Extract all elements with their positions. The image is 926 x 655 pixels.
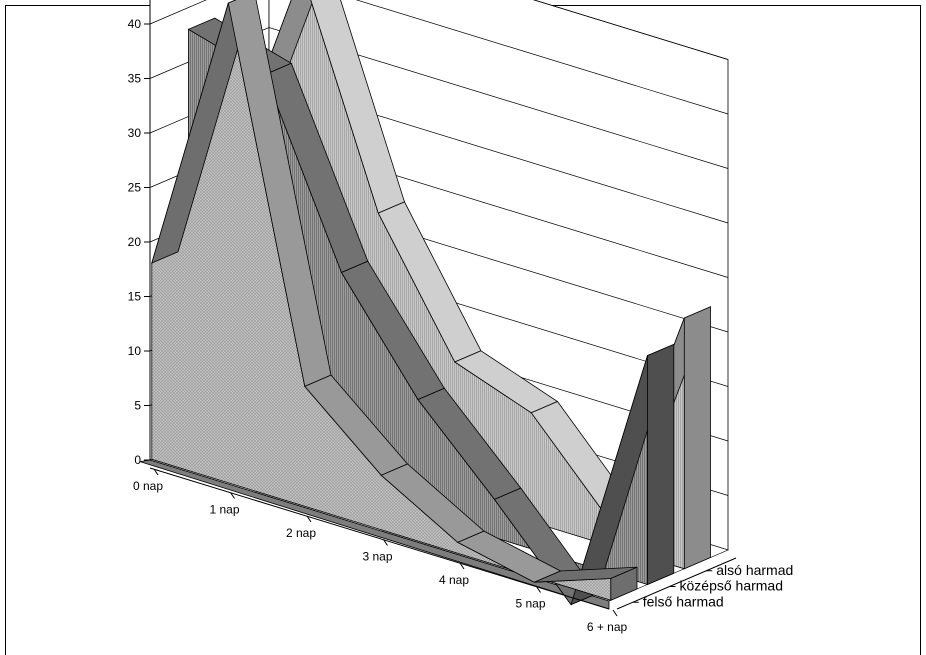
x-tick-label-5: 5 nap xyxy=(515,597,545,611)
series-0-endcap xyxy=(610,566,638,601)
x-tick-0 xyxy=(153,468,159,476)
y-tick-label-15: 15 xyxy=(128,290,142,304)
x-tick-5 xyxy=(536,586,541,593)
x-tick-4 xyxy=(459,562,465,570)
x-tick-label-2: 2 nap xyxy=(286,526,316,540)
series-label-2: alsó harmad xyxy=(716,562,793,578)
y-tick-label-10: 10 xyxy=(128,344,142,358)
axes xyxy=(144,0,737,617)
y-tick-label-30: 30 xyxy=(128,126,142,140)
x-tick-3 xyxy=(383,539,388,546)
gridline-45 xyxy=(533,0,729,60)
gridline-40 xyxy=(149,0,729,115)
x-tick-2 xyxy=(306,515,312,523)
x-tick-6 xyxy=(612,609,618,617)
series-label-0: felső harmad xyxy=(643,593,724,609)
series-0 xyxy=(151,0,638,601)
series-label-1: középső harmad xyxy=(680,578,784,594)
series-0-ribbon-0 xyxy=(151,0,253,264)
x-tick-label-4: 4 nap xyxy=(439,573,469,587)
y-tick-label-20: 20 xyxy=(128,235,142,249)
y-tick-label-5: 5 xyxy=(134,399,141,413)
series-layer xyxy=(151,0,712,606)
y-tick-label-0: 0 xyxy=(134,453,141,467)
x-tick-label-3: 3 nap xyxy=(362,550,392,564)
depth-axis-line xyxy=(616,557,737,610)
x-tick-1 xyxy=(230,492,235,499)
y-tick-label-40: 40 xyxy=(128,17,142,31)
x-tick-label-1: 1 nap xyxy=(209,503,239,517)
x-tick-label-0: 0 nap xyxy=(133,479,163,493)
series-1-endcap xyxy=(647,343,675,586)
x-axis-line xyxy=(149,467,610,610)
y-tick-label-25: 25 xyxy=(128,181,142,195)
x-tick-label-6: 6 + nap xyxy=(587,620,628,634)
y-tick-label-35: 35 xyxy=(128,72,142,86)
series-2-endcap xyxy=(683,306,711,570)
